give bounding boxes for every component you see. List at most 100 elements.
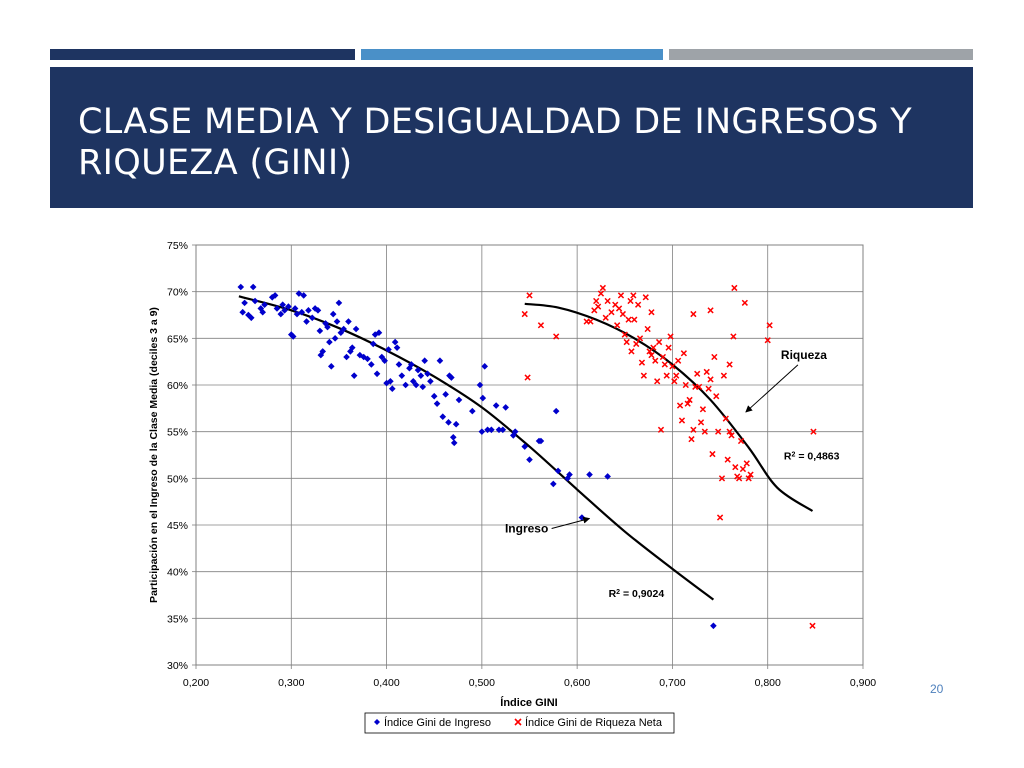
x-tick-label: 0,600 [564,677,590,689]
data-point-ingreso [398,372,406,379]
data-point-riqueza [686,396,693,404]
data-point-ingreso [271,292,279,299]
data-point-ingreso [308,314,316,322]
x-tick-label: 0,700 [659,677,685,689]
data-point-riqueza [615,305,623,312]
data-point-ingreso [261,301,268,309]
data-point-ingreso [445,419,452,426]
data-point-riqueza [627,297,634,305]
data-point-ingreso [492,402,500,409]
data-point-riqueza [707,376,714,383]
data-point-riqueza [617,292,625,299]
data-point-riqueza [524,374,531,381]
data-point-ingreso [484,426,491,434]
data-point-ingreso [476,381,484,389]
x-axis-title: Índice GINI [500,696,557,709]
data-point-ingreso [285,303,292,310]
data-point-riqueza [602,314,609,321]
data-point-ingreso [328,363,335,370]
data-point-ingreso [526,456,533,463]
data-point-ingreso [406,364,413,372]
data-point-ingreso [391,338,399,346]
x-tick-label: 0,800 [755,677,781,689]
data-point-ingreso [436,357,444,365]
legend-label-riqueza: Índice Gini de Riqueza Neta [525,716,663,729]
data-point-ingreso [439,413,447,421]
data-point-ingreso [319,348,327,355]
data-point-riqueza [716,514,724,521]
data-point-ingreso [340,325,347,333]
data-point-ingreso [586,471,593,478]
data-point-riqueza [728,432,735,439]
data-point-riqueza [724,456,731,463]
data-point-riqueza [604,297,611,305]
data-point-riqueza [638,359,646,366]
data-point-ingreso [277,310,285,318]
data-point-ingreso [481,363,489,370]
data-point-riqueza [715,428,722,435]
data-point-ingreso [387,377,394,385]
data-point-riqueza [726,361,733,368]
data-point-riqueza [730,333,737,340]
data-point-ingreso [335,299,343,307]
data-point-ingreso [369,340,377,348]
data-point-ingreso [409,377,417,385]
data-point-ingreso [360,353,368,361]
data-point-riqueza [743,460,750,467]
data-point-ingreso [259,308,266,316]
data-point-ingreso [317,351,325,359]
data-point-ingreso [448,374,455,381]
data-point-ingreso [550,480,557,488]
data-point-riqueza [625,316,632,323]
data-point-ingreso [375,329,383,337]
data-point-ingreso [393,344,401,351]
data-point-ingreso [347,348,354,355]
data-point-ingreso [604,473,611,480]
data-point-ingreso [295,290,303,297]
data-point-riqueza [599,284,607,292]
data-point-riqueza [594,303,602,310]
data-point-riqueza [722,415,729,422]
data-point-riqueza [695,383,703,390]
data-point-ingreso [356,351,364,359]
data-point-ingreso [427,377,434,385]
data-point-ingreso [488,426,495,434]
data-point-riqueza [701,428,708,435]
data-point-ingreso [343,353,350,361]
data-point-riqueza [671,378,678,385]
data-point-riqueza [676,402,684,409]
data-point-riqueza [675,357,682,364]
legend-marker-riqueza [514,718,522,726]
data-point-ingreso [419,383,427,391]
data-point-riqueza [650,344,657,351]
data-point-ingreso [395,361,403,368]
data-point-ingreso [303,318,310,325]
data-point-riqueza [682,381,689,389]
data-point-ingreso [430,392,438,400]
arrow-ingreso [551,516,591,529]
gridlines [192,244,864,669]
data-point-riqueza [697,419,705,426]
data-point-ingreso [241,299,248,307]
data-point-riqueza [673,372,680,379]
y-tick-label: 30% [167,660,188,672]
data-point-riqueza [659,353,667,361]
data-point-ingreso [348,344,356,351]
data-point-ingreso [322,320,329,327]
y-tick-label: 60% [167,380,188,392]
data-point-ingreso [469,407,476,415]
data-point-ingreso [511,428,519,435]
data-point-riqueza [741,299,748,306]
data-point-riqueza [705,385,712,392]
data-point-ingreso [446,372,453,379]
data-point-riqueza [766,322,773,329]
data-point-ingreso [273,305,281,312]
data-point-riqueza [707,307,714,314]
slide-title: CLASE MEDIA Y DESIGUALDAD DE INGRESOS Y … [78,102,912,183]
data-point-riqueza [537,322,545,329]
data-point-riqueza [745,475,752,482]
data-point-riqueza [688,436,695,443]
data-point-riqueza [553,333,560,340]
data-point-ingreso [324,323,331,331]
data-point-riqueza [669,363,676,370]
